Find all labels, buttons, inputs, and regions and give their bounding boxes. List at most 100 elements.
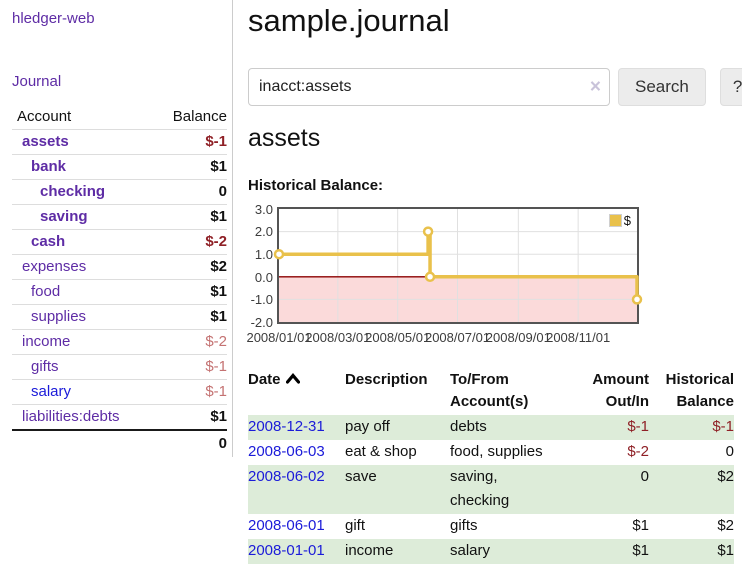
brand-link[interactable]: hledger-web — [12, 10, 95, 27]
transaction-accounts: gifts — [450, 516, 478, 534]
main-content: sample.journal × Search ? assets Histori… — [233, 0, 742, 584]
search-input[interactable] — [248, 67, 610, 106]
transaction-accounts: food, supplies — [450, 442, 543, 460]
transaction-date-link[interactable]: 2008-06-01 — [248, 516, 325, 534]
account-balance: $-1 — [205, 358, 227, 375]
account-row: saving $1 — [12, 204, 227, 230]
search-box: × — [248, 67, 610, 106]
historical-balance-chart[interactable]: $ 3.0 2.0 1.0 0.0 -1.0 -2.0 2008/01/01 2008/03… — [246, 202, 643, 347]
transaction-balance: $2 — [649, 464, 734, 514]
x-axis-tick-label: 2008/09/01 — [485, 329, 551, 345]
search-button[interactable]: Search — [618, 67, 706, 106]
register-row: 2008-12-31 pay off debts $-1 $-1 — [248, 414, 734, 440]
account-row: assets $-1 — [12, 129, 227, 155]
account-row: income $-2 — [12, 329, 227, 355]
transaction-description: gift — [345, 516, 366, 534]
accounts-header-row: Account Balance — [12, 105, 227, 130]
y-axis-tick-label: 3.0 — [254, 201, 273, 217]
y-axis-tick-label: 1.0 — [254, 246, 273, 262]
account-link[interactable]: expenses — [22, 258, 87, 275]
accounts-header-account: Account — [17, 108, 72, 125]
transaction-balance: $2 — [717, 516, 734, 534]
account-row: bank $1 — [12, 154, 227, 180]
account-link[interactable]: bank — [31, 158, 67, 175]
account-link[interactable]: cash — [31, 233, 66, 250]
account-row: food $1 — [12, 279, 227, 305]
account-row: supplies $1 — [12, 304, 227, 330]
transaction-amount: $1 — [568, 538, 649, 564]
chart-legend: $ — [606, 211, 633, 229]
transaction-balance: 0 — [725, 442, 734, 460]
account-link[interactable]: income — [22, 333, 71, 350]
account-balance: $1 — [210, 283, 227, 300]
y-axis-tick-label: -2.0 — [250, 314, 273, 330]
account-link[interactable]: supplies — [31, 308, 87, 325]
x-axis-tick-label: 2008/03/01 — [305, 329, 371, 345]
column-header-label: Date — [248, 370, 281, 388]
transaction-balance: $-1 — [649, 414, 734, 440]
register-row: 2008-06-01 gift gifts $1 $2 — [248, 514, 734, 539]
column-header-date[interactable]: Date — [248, 369, 345, 415]
register-table: Date Description To/From Account(s) Amount … — [248, 369, 734, 564]
account-balance: $-1 — [205, 133, 227, 150]
transaction-date-link[interactable]: 2008-01-01 — [248, 541, 325, 559]
account-balance: $1 — [210, 158, 227, 175]
transaction-description: pay off — [345, 414, 450, 440]
sort-ascending-icon — [285, 372, 300, 384]
column-header-accounts: To/From Account(s) — [450, 369, 568, 415]
transaction-date-link[interactable]: 2008-12-31 — [248, 417, 325, 435]
account-row: checking 0 — [12, 179, 227, 205]
account-balance: $2 — [210, 258, 227, 275]
transaction-description: save — [345, 464, 450, 514]
account-row: liabilities:debts $1 — [12, 404, 227, 431]
column-header-description: Description — [345, 369, 450, 415]
transaction-description: income — [345, 538, 450, 564]
account-balance: 0 — [218, 183, 227, 200]
transaction-amount: $1 — [632, 516, 649, 534]
x-axis-tick-label: 2008/05/01 — [365, 329, 431, 345]
legend-swatch-icon — [608, 213, 622, 227]
column-header-balance: Historical Balance — [649, 369, 734, 415]
column-header-label: Historical Balance — [665, 370, 734, 410]
search-form: × Search ? — [248, 67, 742, 106]
legend-label: $ — [623, 212, 631, 228]
x-axis-tick-label: 2008/11/01 — [546, 329, 611, 345]
column-header-label: Description — [345, 370, 428, 388]
account-link[interactable]: food — [31, 283, 61, 300]
transaction-date-link[interactable]: 2008-06-02 — [248, 467, 325, 485]
accounts-table: Account Balance assets $-1 bank $1 checking 0… — [12, 105, 227, 457]
account-link[interactable]: gifts — [31, 358, 59, 375]
account-balance: $-2 — [205, 333, 227, 350]
transaction-amount: $-2 — [627, 442, 649, 460]
account-balance: $1 — [210, 408, 227, 425]
account-row: salary $-1 — [12, 379, 227, 405]
y-axis-tick-label: 2.0 — [254, 224, 273, 240]
account-link[interactable]: liabilities:debts — [22, 408, 120, 425]
transaction-description: eat & shop — [345, 442, 417, 460]
nav-journal-link[interactable]: Journal — [12, 73, 62, 90]
transaction-balance: $1 — [649, 538, 734, 564]
column-header-label: To/From Account(s) — [450, 370, 529, 410]
column-header-label: Amount Out/In — [592, 370, 649, 410]
account-link[interactable]: assets — [22, 133, 69, 150]
account-heading: assets — [248, 123, 321, 152]
transaction-amount: 0 — [568, 464, 649, 514]
transaction-date-link[interactable]: 2008-06-03 — [248, 442, 325, 460]
register-header-row: Date Description To/From Account(s) Amount … — [248, 369, 734, 415]
register-row: 2008-06-02 save saving, checking 0 $2 — [248, 464, 734, 514]
clear-search-icon[interactable]: × — [589, 76, 601, 98]
chart-plot-area[interactable]: $ — [273, 206, 643, 324]
account-link[interactable]: saving — [40, 208, 88, 225]
account-row: gifts $-1 — [12, 354, 227, 380]
y-axis-tick-label: 0.0 — [254, 269, 273, 285]
accounts-total-balance: 0 — [218, 435, 227, 452]
account-link[interactable]: salary — [31, 383, 72, 400]
account-balance: $-1 — [205, 383, 227, 400]
account-row: cash $-2 — [12, 229, 227, 255]
help-button[interactable]: ? — [719, 67, 742, 106]
register-row: 2008-01-01 income salary $1 $1 — [248, 538, 734, 564]
account-link[interactable]: checking — [40, 183, 106, 200]
transaction-accounts: saving, checking — [450, 464, 568, 514]
y-axis-tick-label: -1.0 — [250, 292, 273, 308]
